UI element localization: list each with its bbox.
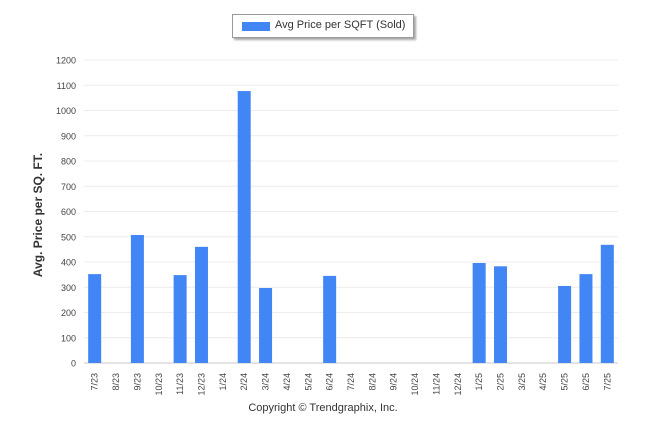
x-tick-label: 11/23: [175, 373, 185, 395]
x-tick-label: 2/24: [239, 373, 249, 391]
bar: [259, 288, 273, 363]
x-tick-label: 9/23: [132, 373, 142, 391]
x-tick-label: 6/24: [325, 373, 335, 391]
x-tick-label: 1/24: [218, 373, 228, 391]
bar: [579, 274, 593, 363]
x-tick-label: 12/23: [196, 373, 206, 396]
bar: [88, 274, 102, 363]
y-tick-label: 500: [61, 232, 76, 242]
x-tick-label: 2/25: [496, 373, 506, 391]
x-tick-label: 8/23: [111, 373, 121, 391]
x-tick-label: 7/23: [90, 373, 100, 391]
y-tick-label: 100: [61, 333, 76, 343]
bar: [173, 275, 187, 363]
x-tick-label: 7/25: [602, 373, 612, 391]
x-tick-label: 4/25: [538, 373, 548, 391]
y-tick-label: 300: [61, 283, 76, 293]
bar: [600, 244, 614, 363]
x-tick-label: 3/25: [517, 373, 527, 391]
bar: [472, 263, 486, 363]
x-tick-label: 10/23: [154, 373, 164, 396]
x-tick-label: 11/24: [431, 373, 441, 395]
x-tick-label: 9/24: [389, 373, 399, 391]
y-axis-label: Avg. Price per SQ. FT.: [31, 152, 45, 278]
legend-label: Avg Price per SQFT (Sold): [275, 19, 406, 31]
x-tick-label: 8/24: [367, 373, 377, 391]
y-tick-label: 1100: [57, 81, 76, 91]
bar: [558, 285, 572, 363]
y-tick-label: 0: [71, 359, 76, 369]
bar: [194, 246, 208, 363]
y-tick-label: 900: [61, 131, 76, 141]
x-tick-label: 10/24: [410, 373, 420, 396]
x-tick-label: 4/24: [282, 373, 292, 391]
x-tick-label: 6/25: [581, 373, 591, 391]
x-tick-label: 5/25: [560, 373, 570, 391]
x-tick-label: 5/24: [303, 373, 313, 391]
bar: [323, 275, 337, 363]
x-tick-label: 1/25: [474, 373, 484, 391]
legend: Avg Price per SQFT (Sold): [232, 14, 414, 38]
y-tick-label: 700: [61, 182, 76, 192]
bar: [494, 266, 508, 363]
y-tick-label: 800: [61, 157, 76, 167]
y-tick-label: 200: [61, 308, 76, 318]
bar: [130, 234, 144, 363]
x-tick-label: 12/24: [453, 373, 463, 396]
x-tick-label: 7/24: [346, 373, 356, 391]
copyright-footer: Copyright © Trendgraphix, Inc.: [248, 402, 398, 414]
legend-swatch: [242, 22, 270, 31]
y-tick-label: 1000: [56, 106, 76, 116]
y-tick-label: 400: [61, 258, 76, 268]
y-tick-label: 600: [61, 207, 76, 217]
x-tick-label: 3/24: [261, 373, 271, 391]
bar: [237, 91, 251, 364]
y-tick-label: 1200: [56, 56, 76, 66]
